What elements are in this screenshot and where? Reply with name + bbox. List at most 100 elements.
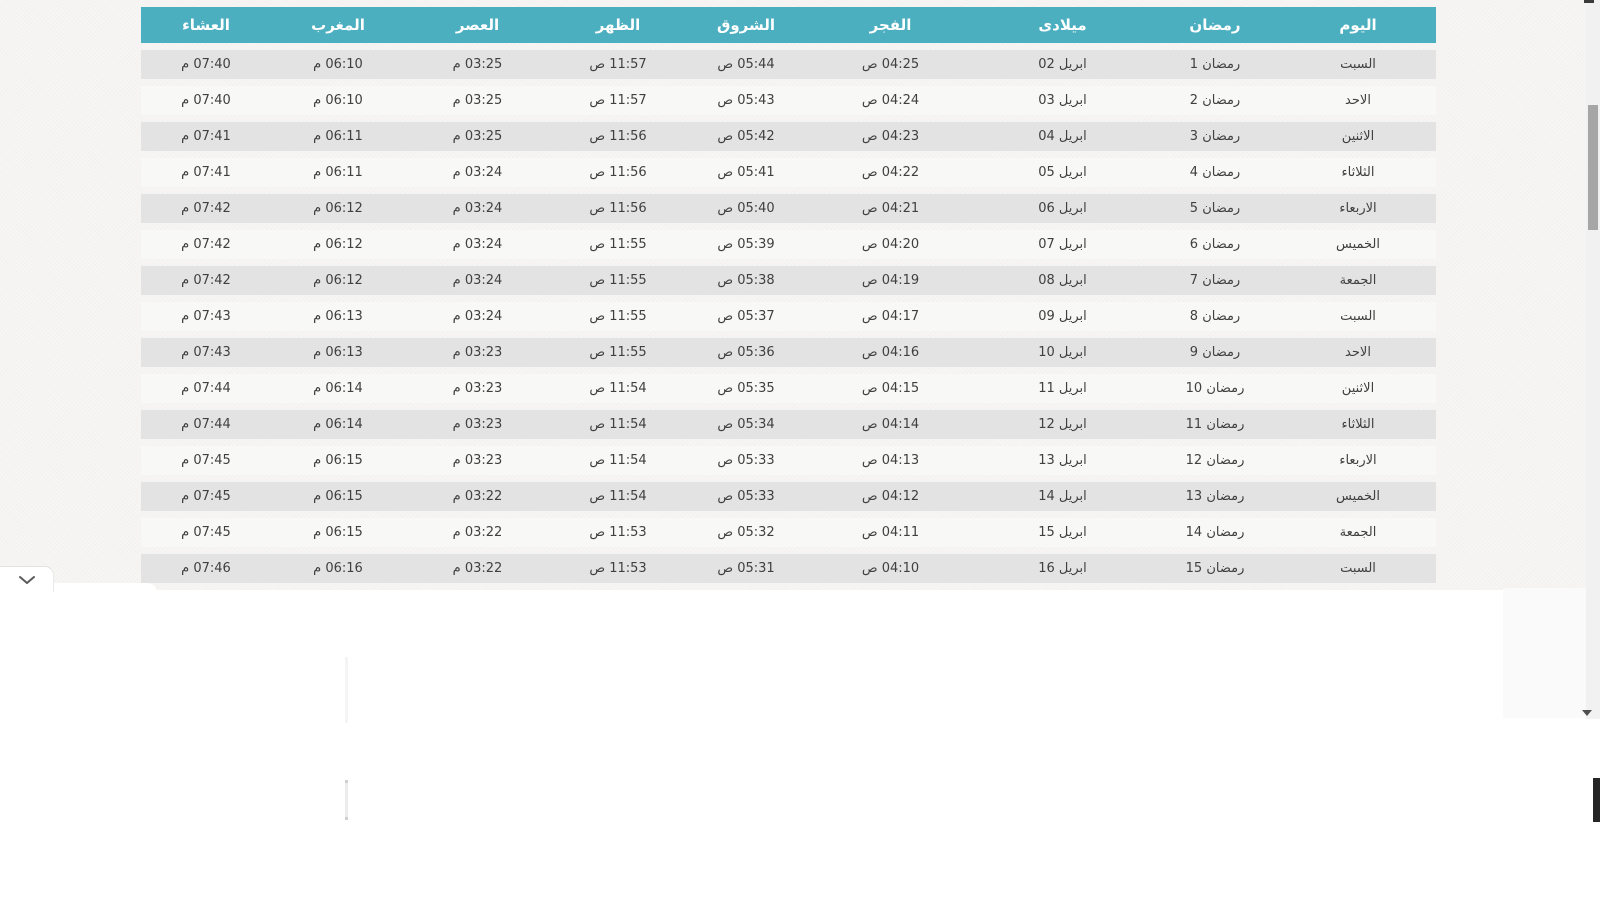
faint-divider <box>345 780 348 820</box>
cell-sunrise: 05:33 ص <box>686 482 806 511</box>
cell-fajr: 04:14 ص <box>806 410 975 439</box>
cell-dhuhr: 11:55 ص <box>550 266 686 295</box>
cell-maghrib: 06:16 م <box>271 554 405 583</box>
column-header-fajr: الفجر <box>806 7 975 43</box>
table-row: الثلاثاء 4 رمضان 05 ابريل 04:22 ص 05:41 ص 11:… <box>141 158 1436 187</box>
cell-maghrib: 06:11 م <box>271 158 405 187</box>
cell-ramadan: 12 رمضان <box>1150 446 1280 475</box>
cell-isha: 07:41 م <box>141 158 271 187</box>
cell-day: الاحد <box>1280 338 1436 367</box>
cell-day: الاحد <box>1280 86 1436 115</box>
cell-asr: 03:25 م <box>405 86 550 115</box>
cell-maghrib: 06:15 م <box>271 482 405 511</box>
cell-ramadan: 15 رمضان <box>1150 554 1280 583</box>
table-header-row: اليوم رمضان ميلادى الفجر الشروق الظهر العصر الم… <box>141 7 1436 43</box>
cell-sunrise: 05:32 ص <box>686 518 806 547</box>
faint-divider <box>345 657 348 723</box>
scrollbar-up-button[interactable] <box>1584 0 1594 3</box>
cell-miladi: 11 ابريل <box>975 374 1150 403</box>
page-bottom-area <box>0 718 1600 900</box>
cell-day: السبت <box>1280 554 1436 583</box>
column-header-sunrise: الشروق <box>686 7 806 43</box>
table-body: السبت 1 رمضان 02 ابريل 04:25 ص 05:44 ص 11:57 … <box>141 50 1436 583</box>
table-row: السبت 8 رمضان 09 ابريل 04:17 ص 05:37 ص 11:55 … <box>141 302 1436 331</box>
cell-isha: 07:45 م <box>141 446 271 475</box>
cell-miladi: 05 ابريل <box>975 158 1150 187</box>
cell-isha: 07:42 م <box>141 194 271 223</box>
table-row: الاربعاء 12 رمضان 13 ابريل 04:13 ص 05:33 ص 11… <box>141 446 1436 475</box>
cell-maghrib: 06:10 م <box>271 86 405 115</box>
cell-miladi: 07 ابريل <box>975 230 1150 259</box>
cell-isha: 07:44 م <box>141 410 271 439</box>
cell-fajr: 04:12 ص <box>806 482 975 511</box>
cell-dhuhr: 11:54 ص <box>550 446 686 475</box>
cell-maghrib: 06:14 م <box>271 374 405 403</box>
cell-isha: 07:43 م <box>141 338 271 367</box>
table-row: الثلاثاء 11 رمضان 12 ابريل 04:14 ص 05:34 ص 11… <box>141 410 1436 439</box>
cell-asr: 03:24 م <box>405 158 550 187</box>
cell-maghrib: 06:12 م <box>271 230 405 259</box>
cell-isha: 07:40 م <box>141 86 271 115</box>
cell-day: الثلاثاء <box>1280 410 1436 439</box>
cell-fajr: 04:22 ص <box>806 158 975 187</box>
cell-dhuhr: 11:54 ص <box>550 482 686 511</box>
cell-fajr: 04:20 ص <box>806 230 975 259</box>
cell-isha: 07:44 م <box>141 374 271 403</box>
cell-miladi: 06 ابريل <box>975 194 1150 223</box>
table-row: الخميس 13 رمضان 14 ابريل 04:12 ص 05:33 ص 11:5… <box>141 482 1436 511</box>
cell-maghrib: 06:12 م <box>271 194 405 223</box>
cell-ramadan: 5 رمضان <box>1150 194 1280 223</box>
cell-asr: 03:22 م <box>405 554 550 583</box>
cell-sunrise: 05:35 ص <box>686 374 806 403</box>
cell-fajr: 04:24 ص <box>806 86 975 115</box>
column-header-ramadan: رمضان <box>1150 7 1280 43</box>
table-row: الاربعاء 5 رمضان 06 ابريل 04:21 ص 05:40 ص 11:… <box>141 194 1436 223</box>
column-header-maghrib: المغرب <box>271 7 405 43</box>
cell-asr: 03:22 م <box>405 482 550 511</box>
cell-ramadan: 1 رمضان <box>1150 50 1280 79</box>
cell-sunrise: 05:40 ص <box>686 194 806 223</box>
cell-ramadan: 4 رمضان <box>1150 158 1280 187</box>
cell-miladi: 16 ابريل <box>975 554 1150 583</box>
cell-maghrib: 06:10 م <box>271 50 405 79</box>
cell-ramadan: 3 رمضان <box>1150 122 1280 151</box>
cell-fajr: 04:23 ص <box>806 122 975 151</box>
cell-sunrise: 05:37 ص <box>686 302 806 331</box>
table-row: الجمعة 14 رمضان 15 ابريل 04:11 ص 05:32 ص 11:5… <box>141 518 1436 547</box>
cell-fajr: 04:15 ص <box>806 374 975 403</box>
table-row: الاحد 9 رمضان 10 ابريل 04:16 ص 05:36 ص 11:55 … <box>141 338 1436 367</box>
cell-sunrise: 05:44 ص <box>686 50 806 79</box>
column-header-day: اليوم <box>1280 7 1436 43</box>
column-header-asr: العصر <box>405 7 550 43</box>
cell-dhuhr: 11:54 ص <box>550 374 686 403</box>
scroll-down-arrow-icon <box>1581 710 1592 716</box>
cell-isha: 07:43 م <box>141 302 271 331</box>
cell-miladi: 12 ابريل <box>975 410 1150 439</box>
cell-maghrib: 06:15 م <box>271 446 405 475</box>
cell-isha: 07:45 م <box>141 482 271 511</box>
cell-asr: 03:24 م <box>405 302 550 331</box>
cell-dhuhr: 11:57 ص <box>550 86 686 115</box>
collapse-toggle-tab[interactable] <box>0 566 54 592</box>
cell-ramadan: 7 رمضان <box>1150 266 1280 295</box>
column-header-miladi: ميلادى <box>975 7 1150 43</box>
cell-asr: 03:24 م <box>405 230 550 259</box>
scrollbar-thumb[interactable] <box>1588 105 1598 230</box>
cell-maghrib: 06:15 م <box>271 518 405 547</box>
cell-ramadan: 14 رمضان <box>1150 518 1280 547</box>
table-row: الاحد 2 رمضان 03 ابريل 04:24 ص 05:43 ص 11:57 … <box>141 86 1436 115</box>
table-row: الاثنين 10 رمضان 11 ابريل 04:15 ص 05:35 ص 11:… <box>141 374 1436 403</box>
cell-dhuhr: 11:56 ص <box>550 194 686 223</box>
cell-day: الجمعة <box>1280 518 1436 547</box>
cell-miladi: 10 ابريل <box>975 338 1150 367</box>
scrollbar-down-button[interactable] <box>1580 708 1593 718</box>
cell-ramadan: 8 رمضان <box>1150 302 1280 331</box>
cell-asr: 03:22 م <box>405 518 550 547</box>
cell-day: الجمعة <box>1280 266 1436 295</box>
cell-asr: 03:25 م <box>405 50 550 79</box>
cell-miladi: 08 ابريل <box>975 266 1150 295</box>
cell-day: الاثنين <box>1280 122 1436 151</box>
cell-sunrise: 05:39 ص <box>686 230 806 259</box>
cell-ramadan: 11 رمضان <box>1150 410 1280 439</box>
